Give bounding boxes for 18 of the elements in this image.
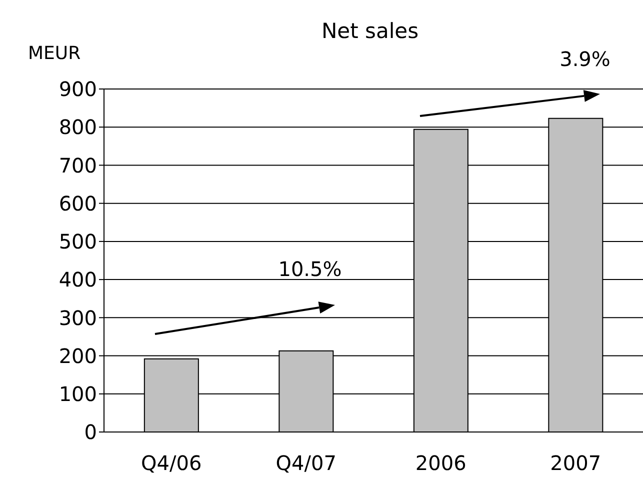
x-tick-label: 2007 (550, 451, 602, 476)
y-tick-label: 400 (58, 268, 97, 292)
text: 3.9% (560, 47, 610, 71)
y-tick-label: 700 (58, 153, 97, 178)
x-tick-label: Q4/06 (141, 451, 202, 476)
x-tick-label: Q4/07 (276, 451, 336, 476)
y-tick-label: 800 (58, 115, 97, 140)
y-tick-label: 0 (84, 420, 97, 444)
y-axis-title: MEUR (28, 43, 81, 64)
y-tick-label: 300 (58, 306, 97, 330)
y-tick-label: 500 (58, 230, 97, 254)
y-tick-label: 200 (58, 344, 97, 368)
y-tick-label: 900 (58, 77, 97, 102)
x-tick-label: 2006 (415, 451, 466, 476)
y-tick-label: 600 (58, 191, 97, 216)
chart-title: Net sales (321, 19, 419, 43)
y-tick-label: 100 (58, 382, 97, 406)
annotation: 10.5% (278, 257, 342, 281)
